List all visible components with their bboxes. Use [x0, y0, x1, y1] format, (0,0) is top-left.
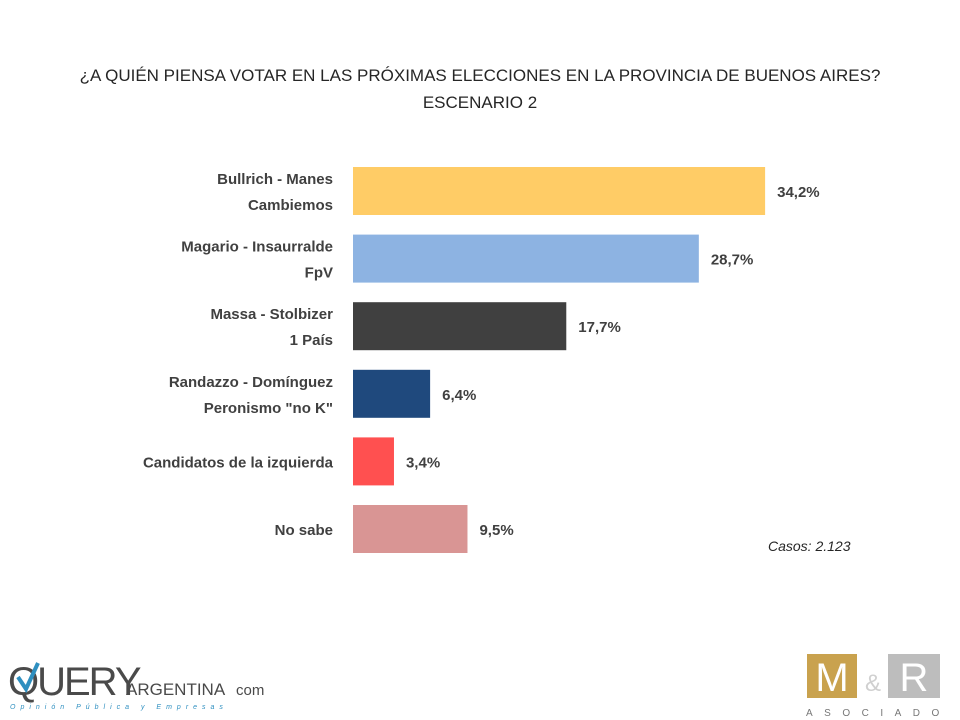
bar	[353, 167, 766, 215]
category-label: No sabe	[275, 522, 333, 539]
category-label: 1 País	[290, 332, 333, 349]
category-label: Candidatos de la izquierda	[143, 454, 334, 471]
data-label: 3,4%	[406, 454, 440, 471]
query-logo-sub: ARGENTINA	[126, 680, 226, 699]
mr-logo-amp: &	[865, 670, 881, 697]
data-label: 34,2%	[777, 184, 820, 201]
mr-logo-m: M	[815, 656, 848, 700]
chart-title: ¿A QUIÉN PIENSA VOTAR EN LAS PRÓXIMAS EL…	[0, 62, 960, 116]
check-icon	[16, 662, 40, 694]
bar	[353, 369, 431, 418]
title-line-2: ESCENARIO 2	[422, 93, 538, 112]
query-logo-com: com	[236, 682, 264, 699]
bar	[353, 505, 468, 553]
bar	[353, 234, 699, 283]
category-label: Massa - Stolbizer	[210, 306, 333, 323]
data-label: 6,4%	[442, 387, 476, 404]
category-label: Magario - Insaurralde	[181, 239, 333, 256]
mr-asociados-logo: M & R ASOCIADOS	[806, 654, 950, 719]
title-line-1: ¿A QUIÉN PIENSA VOTAR EN LAS PRÓXIMAS EL…	[79, 66, 881, 85]
category-label: FpV	[305, 265, 333, 282]
mr-logo-r: R	[900, 656, 929, 700]
data-label: 17,7%	[578, 319, 621, 336]
category-label: Cambiemos	[248, 197, 333, 214]
bar	[353, 437, 394, 486]
bar	[353, 302, 567, 351]
query-logo-tagline: Opinión Pública y Empresas	[10, 704, 228, 711]
category-label: Bullrich - Manes	[217, 171, 333, 188]
data-label: 9,5%	[479, 522, 513, 539]
category-label: Peronismo "no K"	[204, 400, 333, 417]
sample-size-note: Casos: 2.123	[768, 538, 851, 554]
category-label: Randazzo - Domínguez	[169, 374, 333, 391]
query-argentina-logo: QUERY ARGENTINA com Opinión Pública y Em…	[8, 660, 264, 711]
mr-logo-sub: ASOCIADOS	[806, 708, 950, 719]
data-label: 28,7%	[711, 252, 754, 269]
